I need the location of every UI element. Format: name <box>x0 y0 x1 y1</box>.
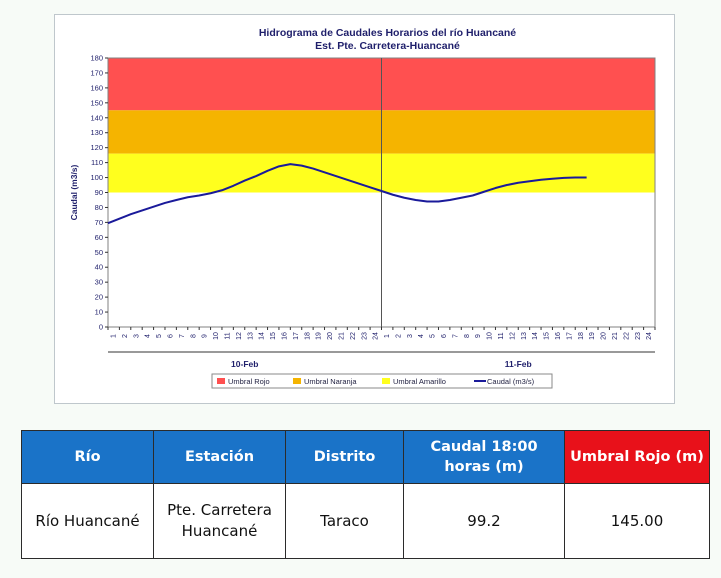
hydrograph-chart: Hidrograma de Caudales Horarios del río … <box>69 27 656 389</box>
x-tick-label: 19 <box>316 332 323 340</box>
legend-label-1: Umbral Naranja <box>304 377 357 386</box>
x-tick-label: 21 <box>338 332 345 340</box>
y-tick-label: 150 <box>90 98 103 107</box>
x-tick-label: 10 <box>487 332 494 340</box>
y-tick-label: 140 <box>90 113 103 122</box>
x-tick-label: 15 <box>544 332 551 340</box>
y-tick-label: 160 <box>90 83 103 92</box>
x-tick-label: 22 <box>350 332 357 340</box>
header-distrito: Distrito <box>285 430 404 484</box>
x-tick-label: 14 <box>532 332 539 340</box>
x-tick-label: 24 <box>373 332 380 340</box>
x-tick-label: 10 <box>213 332 220 340</box>
cell-umbral-rojo: 145.00 <box>564 483 710 559</box>
cell-rio: Río Huancané <box>21 483 154 559</box>
x-tick-label: 16 <box>555 332 562 340</box>
y-tick-label: 30 <box>95 278 103 287</box>
x-tick-label: 23 <box>635 332 642 340</box>
y-tick-label: 70 <box>95 218 103 227</box>
y-tick-label: 40 <box>95 263 103 272</box>
header-rio: Río <box>21 430 154 484</box>
y-tick-label: 50 <box>95 248 103 257</box>
x-tick-label: 17 <box>293 332 300 340</box>
x-tick-label: 6 <box>441 334 448 338</box>
x-tick-label: 4 <box>145 334 152 338</box>
x-tick-label: 6 <box>168 334 175 338</box>
x-tick-label: 12 <box>236 332 243 340</box>
header-caudal: Caudal 18:00 horas (m) <box>403 430 565 484</box>
x-tick-label: 18 <box>304 332 311 340</box>
x-tick-label: 17 <box>566 332 573 340</box>
y-axis-label: Caudal (m3/s) <box>69 164 79 220</box>
header-umbral-rojo: Umbral Rojo (m) <box>564 430 710 484</box>
y-tick-label: 130 <box>90 128 103 137</box>
y-tick-label: 60 <box>95 233 103 242</box>
station-table: Río Estación Distrito Caudal 18:00 horas… <box>21 430 710 559</box>
chart-panel: Hidrograma de Caudales Horarios del río … <box>54 14 675 404</box>
legend-label-0: Umbral Rojo <box>228 377 270 386</box>
table-header-row: Río Estación Distrito Caudal 18:00 horas… <box>21 430 710 484</box>
table-row: Río Huancané Pte. Carretera Huancané Tar… <box>21 483 710 559</box>
y-tick-label: 10 <box>95 308 103 317</box>
x-tick-label: 9 <box>202 334 209 338</box>
x-tick-label: 20 <box>601 332 608 340</box>
day-label: 10-Feb <box>231 359 258 369</box>
cell-caudal: 99.2 <box>403 483 565 559</box>
cell-estacion: Pte. Carretera Huancané <box>153 483 286 559</box>
y-tick-label: 180 <box>90 54 103 63</box>
x-tick-label: 16 <box>281 332 288 340</box>
y-tick-label: 20 <box>95 293 103 302</box>
x-tick-label: 9 <box>475 334 482 338</box>
legend-label-2: Umbral Amarillo <box>393 377 446 386</box>
y-tick-label: 80 <box>95 203 103 212</box>
header-estacion: Estación <box>153 430 286 484</box>
x-tick-label: 3 <box>133 334 140 338</box>
y-tick-label: 120 <box>90 143 103 152</box>
legend-swatch-1 <box>293 378 301 384</box>
x-tick-label: 14 <box>259 332 266 340</box>
x-tick-label: 11 <box>225 332 232 339</box>
x-tick-label: 1 <box>111 334 118 338</box>
y-tick-label: 0 <box>99 323 103 332</box>
y-tick-label: 170 <box>90 68 103 77</box>
x-tick-label: 1 <box>384 334 391 338</box>
x-tick-label: 5 <box>430 334 437 338</box>
y-tick-label: 100 <box>90 173 103 182</box>
x-tick-label: 23 <box>361 332 368 340</box>
x-tick-label: 8 <box>464 334 471 338</box>
x-tick-label: 4 <box>418 334 425 338</box>
y-tick-label: 110 <box>91 158 103 167</box>
x-tick-label: 2 <box>395 334 402 338</box>
x-tick-label: 2 <box>122 334 129 338</box>
x-tick-label: 7 <box>452 334 459 338</box>
series-line-0 <box>107 163 587 225</box>
x-tick-label: 22 <box>623 332 630 340</box>
legend-swatch-2 <box>382 378 390 384</box>
x-tick-label: 18 <box>578 332 585 340</box>
chart-title: Hidrograma de Caudales Horarios del río … <box>259 27 516 39</box>
x-tick-label: 11 <box>498 332 505 339</box>
cell-distrito: Taraco <box>285 483 404 559</box>
x-tick-label: 3 <box>407 334 414 338</box>
x-tick-label: 12 <box>509 332 516 340</box>
y-tick-label: 90 <box>95 188 103 197</box>
x-tick-label: 19 <box>589 332 596 340</box>
x-tick-label: 7 <box>179 334 186 338</box>
x-tick-label: 8 <box>190 334 197 338</box>
day-label: 11-Feb <box>505 359 532 369</box>
x-tick-label: 13 <box>521 332 528 340</box>
x-tick-label: 24 <box>646 332 653 340</box>
x-tick-label: 15 <box>270 332 277 340</box>
x-tick-label: 21 <box>612 332 619 340</box>
legend-swatch-0 <box>217 378 225 384</box>
x-tick-label: 5 <box>156 334 163 338</box>
legend-label-3: Caudal (m3/s) <box>487 377 535 386</box>
chart-subtitle: Est. Pte. Carretera-Huancané <box>315 40 460 52</box>
x-tick-label: 20 <box>327 332 334 340</box>
x-tick-label: 13 <box>247 332 254 340</box>
